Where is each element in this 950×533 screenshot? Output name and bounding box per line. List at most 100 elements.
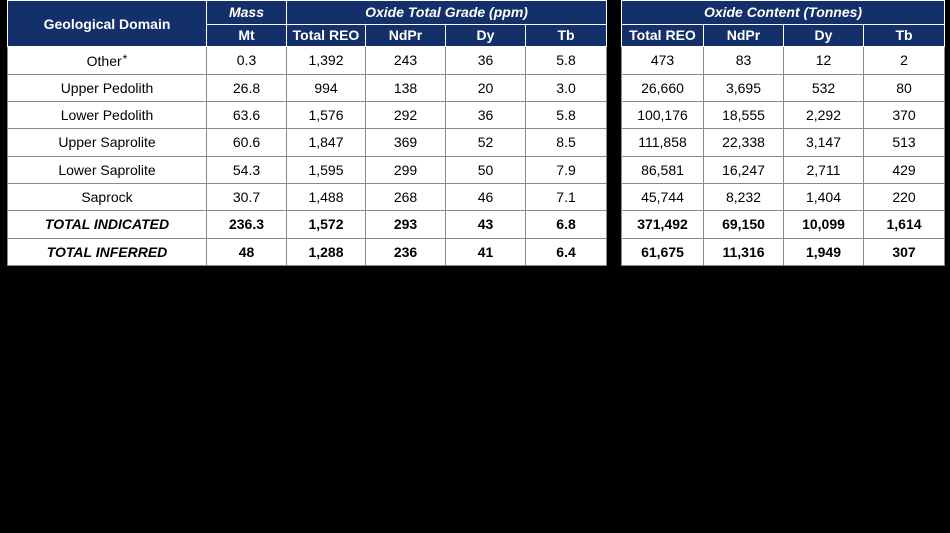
ndpr-cell: 3,695	[703, 73, 784, 102]
ndpr-cell: 18,555	[703, 100, 784, 130]
domain-cell: Upper Saprolite	[7, 128, 207, 157]
tb-cell: 1,614	[862, 210, 946, 239]
table-row: Other* 0.3 1,392 243 36 5.8	[7, 46, 608, 75]
ndpr-cell: 16,247	[703, 155, 784, 184]
total-row: 61,675 11,316 1,949 307	[621, 237, 946, 267]
domain-cell: Lower Pedolith	[7, 100, 207, 130]
table-row: 86,581 16,247 2,711 429	[621, 155, 946, 184]
content-table-panel: Oxide Content (Tonnes) Total REO NdPr Dy…	[620, 0, 946, 267]
total-label: TOTAL INFERRED	[7, 237, 207, 267]
tb-cell: 5.8	[524, 100, 608, 130]
domain-label: Other	[86, 52, 122, 69]
domain-cell: Saprock	[7, 182, 207, 212]
mt-cell: 236.3	[206, 210, 287, 239]
dy-cell: 1,949	[783, 237, 864, 267]
table-row: 26,660 3,695 532 80	[621, 73, 946, 102]
treo-cell: 1,392	[286, 46, 366, 75]
treo-cell: 994	[286, 73, 366, 102]
tb-cell: 7.9	[524, 155, 608, 184]
tb-cell: 513	[862, 128, 946, 157]
mt-cell: 60.6	[206, 128, 287, 157]
dy-cell: 2,292	[783, 100, 864, 130]
tb-cell: 370	[862, 100, 946, 130]
domain-label: Upper Saprolite	[58, 134, 156, 151]
mt-cell: 48	[206, 237, 287, 267]
treo-cell: 473	[621, 46, 704, 75]
dy-cell: 50	[445, 155, 526, 184]
ndpr-cell: 236	[365, 237, 446, 267]
mt-cell: 54.3	[206, 155, 287, 184]
dy-cell: 41	[445, 237, 526, 267]
ndpr-cell: 11,316	[703, 237, 784, 267]
ndpr-cell: 299	[365, 155, 446, 184]
table-row: Saprock 30.7 1,488 268 46 7.1	[7, 182, 608, 212]
tb-cell: 7.1	[524, 182, 608, 212]
dy-cell: 1,404	[783, 182, 864, 212]
tb-cell: 6.8	[524, 210, 608, 239]
header-mass: Mass	[206, 0, 287, 25]
mt-cell: 26.8	[206, 73, 287, 102]
treo-cell: 86,581	[621, 155, 704, 184]
domain-label: Lower Pedolith	[60, 107, 154, 124]
dy-cell: 36	[445, 46, 526, 75]
total-row: TOTAL INFERRED 48 1,288 236 41 6.4	[7, 237, 608, 267]
ndpr-cell: 243	[365, 46, 446, 75]
treo-cell: 61,675	[621, 237, 704, 267]
dy-cell: 12	[783, 46, 864, 75]
ndpr-cell: 69,150	[703, 210, 784, 239]
domain-cell: Other*	[7, 46, 207, 75]
table-row: Upper Saprolite 60.6 1,847 369 52 8.5	[7, 128, 608, 157]
header-dy: Dy	[783, 23, 864, 48]
grade-table: Geological Domain Mass Oxide Total Grade…	[7, 0, 608, 267]
grade-table-panel: Geological Domain Mass Oxide Total Grade…	[7, 0, 608, 267]
header-total-reo: Total REO	[286, 23, 366, 48]
content-table: Oxide Content (Tonnes) Total REO NdPr Dy…	[620, 0, 946, 267]
table-row: 45,744 8,232 1,404 220	[621, 182, 946, 212]
total-label: TOTAL INDICATED	[7, 210, 207, 239]
dy-cell: 3,147	[783, 128, 864, 157]
treo-cell: 1,488	[286, 182, 366, 212]
ndpr-cell: 369	[365, 128, 446, 157]
tb-cell: 5.8	[524, 46, 608, 75]
treo-cell: 45,744	[621, 182, 704, 212]
table-row: Upper Pedolith 26.8 994 138 20 3.0	[7, 73, 608, 102]
treo-cell: 26,660	[621, 73, 704, 102]
dy-cell: 10,099	[783, 210, 864, 239]
header-tb: Tb	[524, 23, 608, 48]
mt-cell: 63.6	[206, 100, 287, 130]
dy-cell: 46	[445, 182, 526, 212]
treo-cell: 1,847	[286, 128, 366, 157]
tb-cell: 80	[862, 73, 946, 102]
domain-cell: Upper Pedolith	[7, 73, 207, 102]
ndpr-cell: 293	[365, 210, 446, 239]
header-ndpr: NdPr	[703, 23, 784, 48]
header-geological-domain: Geological Domain	[7, 0, 207, 48]
domain-cell: Lower Saprolite	[7, 155, 207, 184]
treo-cell: 1,288	[286, 237, 366, 267]
header-dy: Dy	[445, 23, 526, 48]
tb-cell: 307	[862, 237, 946, 267]
domain-label: Lower Saprolite	[58, 161, 156, 178]
dy-cell: 52	[445, 128, 526, 157]
treo-cell: 1,595	[286, 155, 366, 184]
ndpr-cell: 292	[365, 100, 446, 130]
treo-cell: 1,576	[286, 100, 366, 130]
tb-cell: 429	[862, 155, 946, 184]
header-ndpr: NdPr	[365, 23, 446, 48]
table-row: Lower Pedolith 63.6 1,576 292 36 5.8	[7, 100, 608, 130]
table-row: 473 83 12 2	[621, 46, 946, 75]
ndpr-cell: 22,338	[703, 128, 784, 157]
treo-cell: 111,858	[621, 128, 704, 157]
tb-cell: 220	[862, 182, 946, 212]
ndpr-cell: 8,232	[703, 182, 784, 212]
dy-cell: 20	[445, 73, 526, 102]
header-mt: Mt	[206, 23, 287, 48]
treo-cell: 371,492	[621, 210, 704, 239]
treo-cell: 1,572	[286, 210, 366, 239]
header-oxide-total-grade: Oxide Total Grade (ppm)	[285, 0, 608, 25]
table-row: 111,858 22,338 3,147 513	[621, 128, 946, 157]
tb-cell: 2	[862, 46, 946, 75]
mt-cell: 30.7	[206, 182, 287, 212]
header-oxide-content: Oxide Content (Tonnes)	[620, 0, 946, 25]
